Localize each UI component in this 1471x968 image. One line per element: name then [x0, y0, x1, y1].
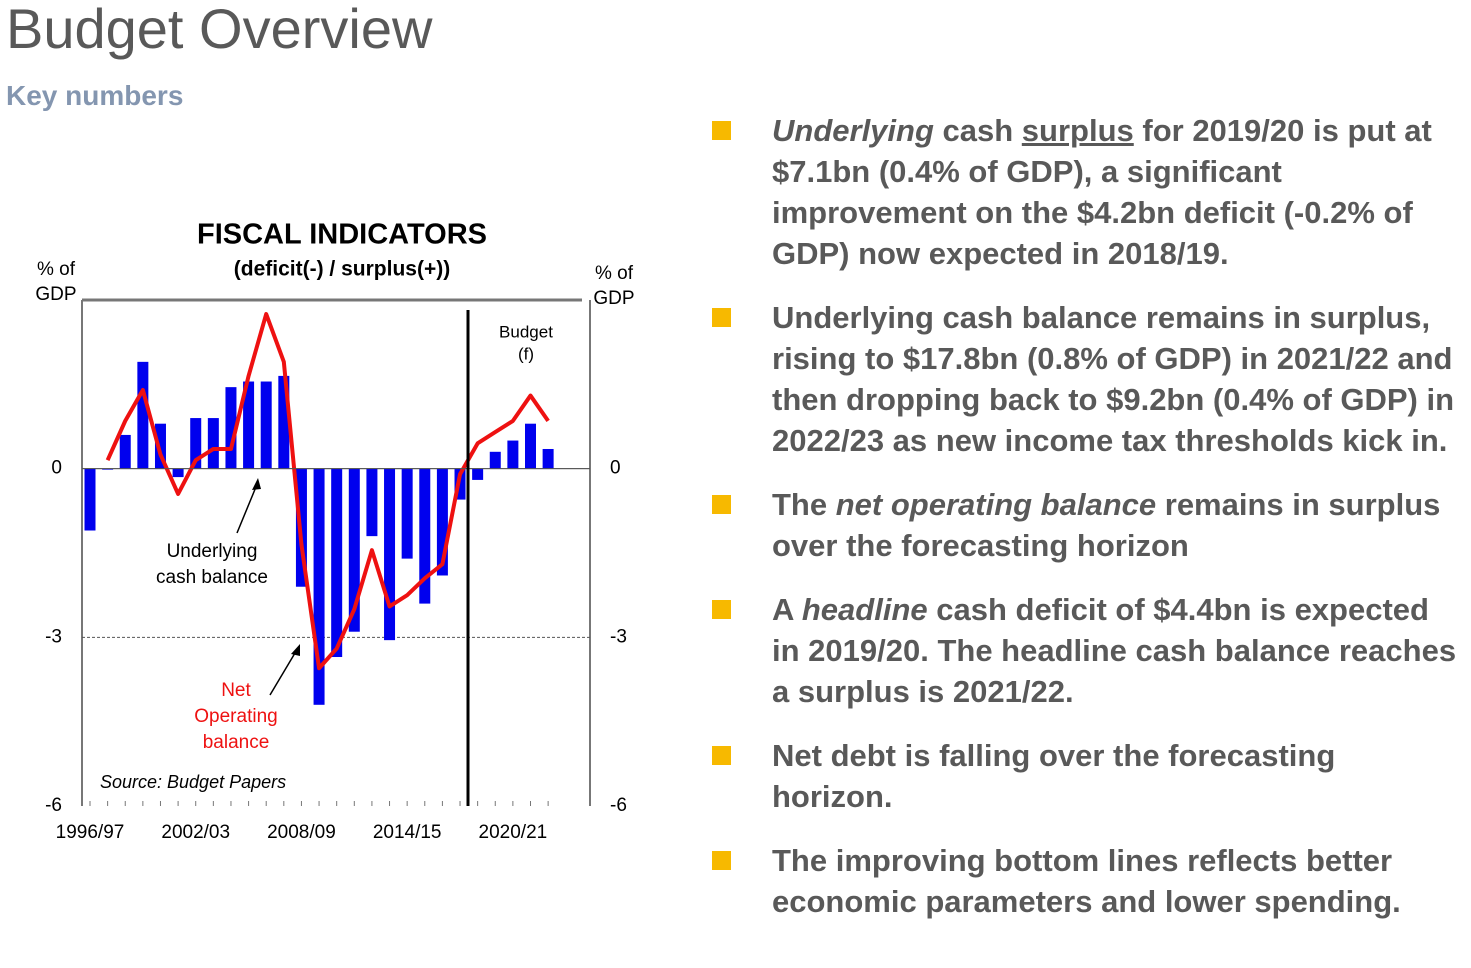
annotation: balance	[203, 732, 270, 753]
arrow	[236, 481, 259, 534]
bar	[84, 468, 96, 531]
bullet-text: The	[772, 487, 836, 522]
annotation: Budget	[499, 322, 553, 341]
annotation: Underlying	[167, 541, 258, 562]
bar	[243, 381, 255, 469]
x-tick-label: 2002/03	[161, 822, 230, 843]
chart-subtitle: (deficit(-) / surplus(+))	[234, 258, 450, 281]
annotation: GDP	[593, 288, 634, 309]
bar	[190, 418, 202, 469]
annotation: % of	[595, 263, 634, 284]
y2-tick-label: -6	[610, 795, 627, 816]
bullet-text: The improving bottom lines reflects bett…	[772, 843, 1401, 919]
chart-title: FISCAL INDICATORS	[197, 219, 487, 251]
annotation: Operating	[194, 706, 277, 727]
bullet-text: Net debt is falling over the forecasting…	[772, 738, 1336, 814]
y-tick-label: 0	[51, 458, 62, 479]
y-tick-label: -3	[45, 626, 62, 647]
y-tick-label: -6	[45, 795, 62, 816]
bar	[260, 381, 272, 469]
bullet-text: Underlying	[772, 113, 934, 148]
bullet-text: A	[772, 592, 802, 627]
x-tick-label: 1996/97	[56, 822, 125, 843]
bar	[507, 440, 519, 469]
bullet: The net operating balance remains in sur…	[712, 484, 1462, 566]
annotation: Net	[221, 680, 251, 701]
bar	[313, 468, 325, 705]
bullet-text: cash	[933, 113, 1022, 148]
x-tick-label: 2008/09	[267, 822, 336, 843]
bar	[331, 468, 343, 658]
arrow	[269, 647, 299, 696]
bullet-text: Underlying cash balance remains in surpl…	[772, 300, 1455, 458]
arrowhead	[291, 644, 300, 656]
bar	[419, 468, 431, 604]
bullet: Net debt is falling over the forecasting…	[712, 735, 1462, 817]
line	[105, 312, 550, 671]
bullet-text: headline	[801, 592, 928, 627]
bullet: Underlying cash balance remains in surpl…	[712, 297, 1462, 461]
bullet-text: remains in surplus over the forecasting …	[772, 487, 1441, 563]
page-title: Budget Overview	[6, 0, 433, 60]
annotation: GDP	[35, 284, 76, 305]
y2-tick-label: -3	[610, 626, 627, 647]
y2-tick-label: 0	[610, 458, 621, 479]
bar	[472, 468, 484, 480]
bar	[542, 448, 554, 469]
bar	[154, 423, 166, 469]
bullet: The improving bottom lines reflects bett…	[712, 840, 1462, 922]
bar	[225, 387, 237, 469]
bullet-text: for 2019/20 is put at $7.1bn (0.4% of GD…	[772, 113, 1432, 271]
bullet-text: cash deficit of $4.4bn is expected in 20…	[772, 592, 1457, 709]
bar	[401, 468, 413, 559]
x-tick-label: 2014/15	[373, 822, 442, 843]
bar	[172, 468, 184, 478]
annotation: (f)	[518, 344, 534, 363]
bar	[489, 451, 501, 469]
bar	[384, 468, 396, 641]
bar	[119, 434, 131, 469]
arrowhead	[252, 478, 261, 490]
bar	[137, 361, 149, 469]
annotation: cash balance	[156, 567, 268, 588]
x-tick-label: 2020/21	[479, 822, 548, 843]
bar	[348, 468, 360, 632]
bullet: Underlying cash surplus for 2019/20 is p…	[712, 110, 1462, 274]
annotation: % of	[37, 259, 76, 280]
bar	[207, 418, 219, 469]
bullet-list: Underlying cash surplus for 2019/20 is p…	[712, 110, 1462, 945]
bar	[278, 375, 290, 469]
bullet: A headline cash deficit of $4.4bn is exp…	[712, 589, 1462, 712]
chart: FISCAL INDICATORS (deficit(-) / surplus(+…	[35, 219, 634, 843]
bar	[436, 468, 448, 576]
bullet-text: net operating balance	[835, 487, 1157, 522]
bullet-text: surplus	[1021, 113, 1134, 148]
page-subtitle: Key numbers	[6, 80, 184, 111]
bar	[366, 468, 378, 537]
bar	[525, 423, 536, 469]
source: Source: Budget Papers	[100, 772, 286, 792]
